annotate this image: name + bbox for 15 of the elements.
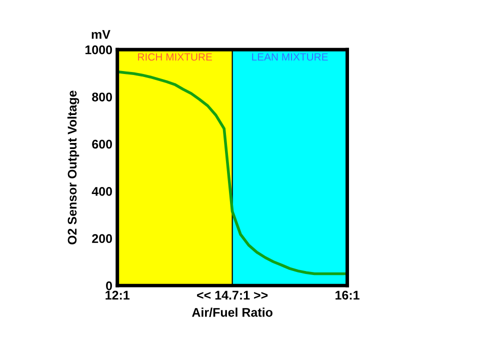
band-label: RICH MIXTURE (138, 53, 212, 61)
x-tick-label: << 14.7:1 >> (197, 290, 268, 300)
y-tick-label: 0 (106, 281, 112, 290)
y-tick-label: 600 (92, 140, 112, 149)
text: mV (92, 30, 110, 39)
line-series (117, 70, 348, 276)
y-tick-label: 1000 (85, 45, 112, 54)
y-axis-title: O2 Sensor Output Voltage (67, 90, 80, 244)
x-tick-label: 12:1 (106, 290, 130, 300)
x-tick-label: 16:1 (336, 290, 360, 300)
y-tick-label: 400 (92, 186, 112, 196)
x-axis-title: Air/Fuel Ratio (192, 308, 272, 317)
band-label: LEAN MIXTURE (252, 53, 328, 61)
y-tick-label: 800 (92, 92, 112, 102)
y-tick-label: 200 (92, 234, 112, 244)
